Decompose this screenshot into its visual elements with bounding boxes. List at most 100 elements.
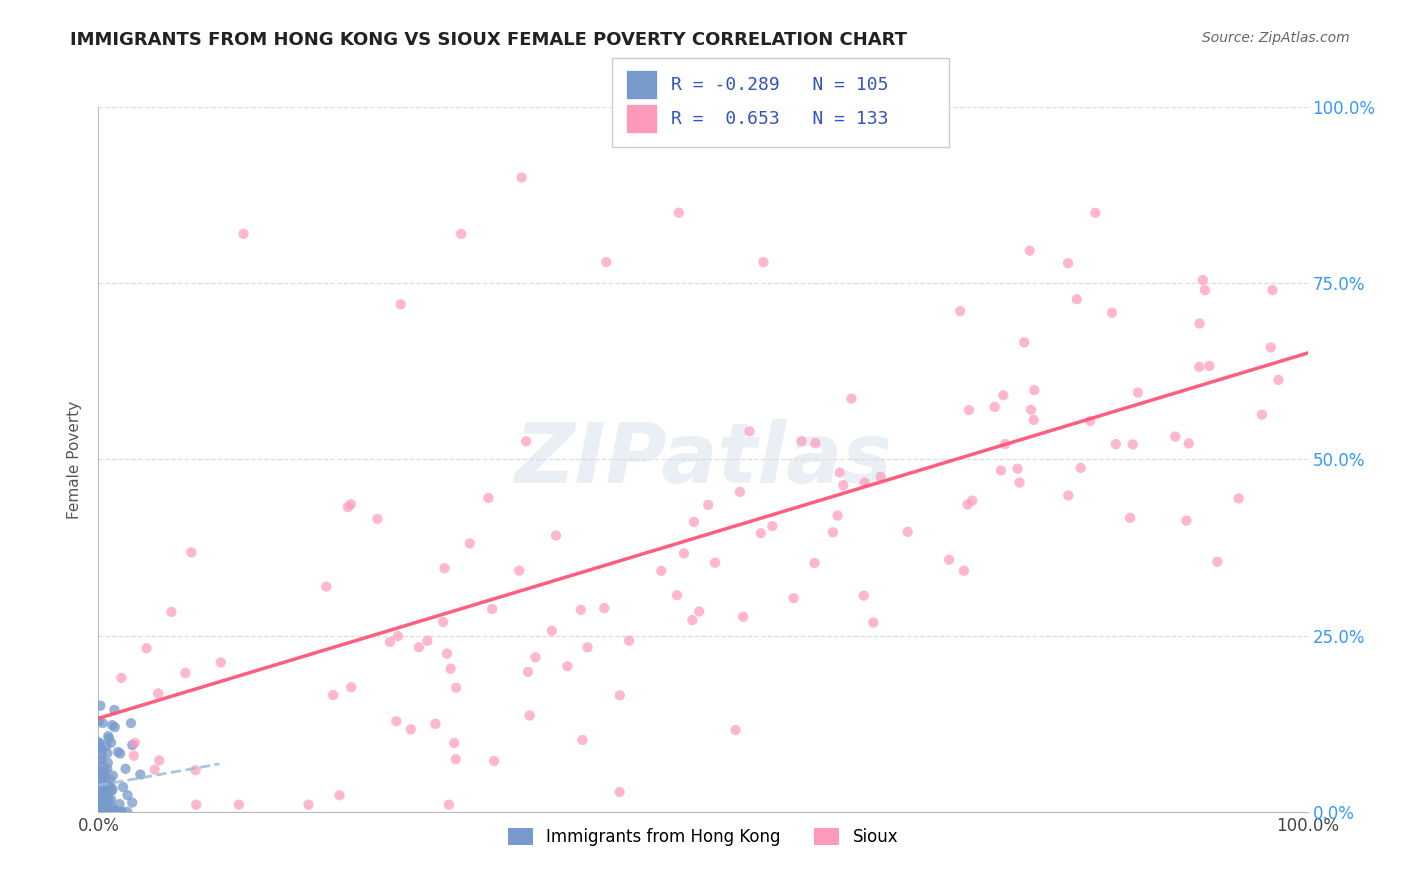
- Point: [517, 665, 540, 679]
- Point: [90, 754, 112, 768]
- Point: [444, 752, 467, 766]
- Point: [724, 723, 747, 737]
- Point: [96, 762, 118, 776]
- Point: [94, 777, 117, 791]
- Point: [617, 633, 640, 648]
- Point: [91, 804, 114, 818]
- Point: [129, 767, 152, 781]
- Point: [91, 768, 114, 782]
- Point: [665, 588, 688, 602]
- Point: [89, 785, 111, 799]
- Point: [728, 484, 751, 499]
- Point: [87, 784, 110, 798]
- Point: [1188, 317, 1211, 331]
- Point: [752, 255, 775, 269]
- Point: [96, 789, 118, 804]
- Point: [389, 297, 412, 311]
- Point: [515, 434, 537, 449]
- Point: [97, 731, 120, 746]
- Text: R = -0.289   N = 105: R = -0.289 N = 105: [671, 76, 889, 94]
- Point: [425, 716, 447, 731]
- Point: [738, 425, 761, 439]
- Point: [1177, 436, 1199, 450]
- Point: [98, 805, 121, 819]
- Point: [93, 790, 115, 805]
- Point: [87, 783, 110, 797]
- Point: [821, 525, 844, 540]
- Point: [148, 754, 170, 768]
- Point: [89, 805, 111, 819]
- Point: [949, 304, 972, 318]
- Point: [1105, 437, 1128, 451]
- Point: [90, 786, 112, 800]
- Point: [101, 803, 124, 817]
- Point: [437, 797, 460, 812]
- Point: [91, 782, 114, 797]
- Point: [90, 753, 112, 767]
- Point: [297, 797, 319, 812]
- Legend: Immigrants from Hong Kong, Sioux: Immigrants from Hong Kong, Sioux: [502, 822, 904, 853]
- Point: [852, 589, 875, 603]
- Point: [90, 791, 112, 805]
- Point: [89, 805, 111, 819]
- Point: [519, 708, 541, 723]
- Point: [108, 797, 131, 811]
- Point: [98, 772, 121, 787]
- Point: [450, 227, 472, 241]
- Point: [93, 798, 115, 813]
- Point: [378, 635, 401, 649]
- Point: [90, 747, 112, 762]
- Point: [1251, 408, 1274, 422]
- Point: [101, 801, 124, 815]
- Point: [91, 767, 114, 781]
- Point: [804, 436, 827, 450]
- Point: [650, 564, 672, 578]
- Point: [89, 770, 111, 784]
- Point: [91, 792, 114, 806]
- Point: [399, 723, 422, 737]
- Point: [853, 475, 876, 490]
- Point: [443, 736, 465, 750]
- Point: [120, 716, 142, 731]
- Point: [1175, 514, 1198, 528]
- Point: [897, 524, 920, 539]
- Point: [1019, 402, 1042, 417]
- Point: [100, 784, 122, 798]
- Point: [1078, 414, 1101, 428]
- Point: [89, 804, 111, 818]
- Point: [93, 777, 115, 791]
- Point: [96, 789, 118, 803]
- Point: [1194, 283, 1216, 297]
- Point: [100, 792, 122, 806]
- Point: [90, 805, 112, 819]
- Point: [89, 796, 111, 810]
- Point: [184, 763, 207, 777]
- Point: [96, 797, 118, 812]
- Point: [90, 742, 112, 756]
- Point: [89, 698, 111, 713]
- Point: [87, 762, 110, 776]
- Point: [683, 515, 706, 529]
- Point: [117, 789, 139, 803]
- Point: [544, 528, 567, 542]
- Point: [103, 703, 125, 717]
- Point: [956, 498, 979, 512]
- Point: [101, 768, 124, 782]
- Point: [100, 736, 122, 750]
- Point: [408, 640, 430, 655]
- Point: [143, 763, 166, 777]
- Point: [1101, 306, 1123, 320]
- Point: [733, 609, 755, 624]
- Point: [91, 792, 114, 806]
- Point: [107, 745, 129, 759]
- Point: [576, 640, 599, 655]
- Point: [93, 798, 115, 813]
- Point: [704, 556, 727, 570]
- Point: [681, 613, 703, 627]
- Point: [524, 650, 547, 665]
- Point: [1261, 283, 1284, 297]
- Point: [339, 497, 361, 511]
- Point: [444, 681, 467, 695]
- Point: [87, 735, 110, 749]
- Point: [122, 748, 145, 763]
